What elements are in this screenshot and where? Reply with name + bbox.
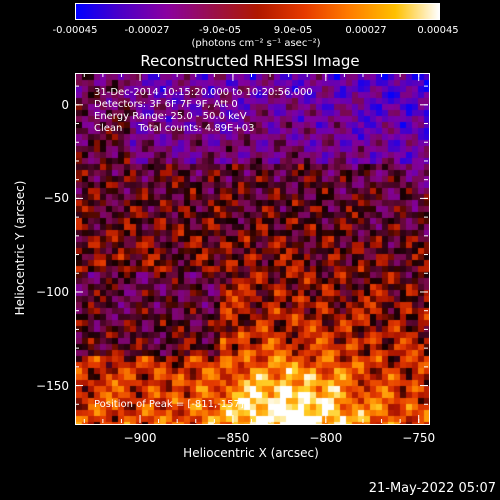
x-axis-label: Heliocentric X (arcsec) <box>183 446 319 460</box>
colorbar-tick: -0.00027 <box>124 25 170 36</box>
colorbar-tick: 9.0e-05 <box>273 25 313 36</box>
peak-position-label: Position of Peak = [-811,-157] <box>94 399 244 410</box>
annotation-detectors: Detectors: 3F 6F 7F 9F, Att 0 <box>94 99 238 110</box>
plot-area: 31-Dec-2014 10:15:20.000 to 10:20:56.000… <box>75 73 430 425</box>
y-axis-label: Heliocentric Y (arcsec) <box>13 180 27 316</box>
y-tick-label: −50 <box>43 191 69 206</box>
annotation-counts: Clean Total counts: 4.89E+03 <box>94 123 255 134</box>
timestamp: 21-May-2022 05:07 <box>368 481 496 496</box>
colorbar <box>75 3 440 20</box>
heatmap-canvas <box>76 74 429 424</box>
colorbar-tick: -0.00045 <box>52 25 98 36</box>
chart-title: Reconstructed RHESSI Image <box>140 52 360 70</box>
colorbar-tick: 0.00027 <box>345 25 387 36</box>
colorbar-tick: 0.00045 <box>417 25 459 36</box>
x-tick-label: −900 <box>123 431 157 445</box>
y-tick-label: −100 <box>36 284 69 299</box>
y-tick-label: 0 <box>61 97 69 112</box>
colorbar-tick: -9.0e-05 <box>199 25 241 36</box>
x-tick-label: −800 <box>309 431 343 445</box>
x-tick-label: −850 <box>216 431 250 445</box>
y-tick-label: −150 <box>36 378 69 393</box>
annotation-time: 31-Dec-2014 10:15:20.000 to 10:20:56.000 <box>94 87 313 98</box>
annotation-energy: Energy Range: 25.0 - 50.0 keV <box>94 111 247 122</box>
x-tick-label: −750 <box>402 431 436 445</box>
colorbar-unit: (photons cm⁻² s⁻¹ asec⁻²) <box>191 38 321 49</box>
